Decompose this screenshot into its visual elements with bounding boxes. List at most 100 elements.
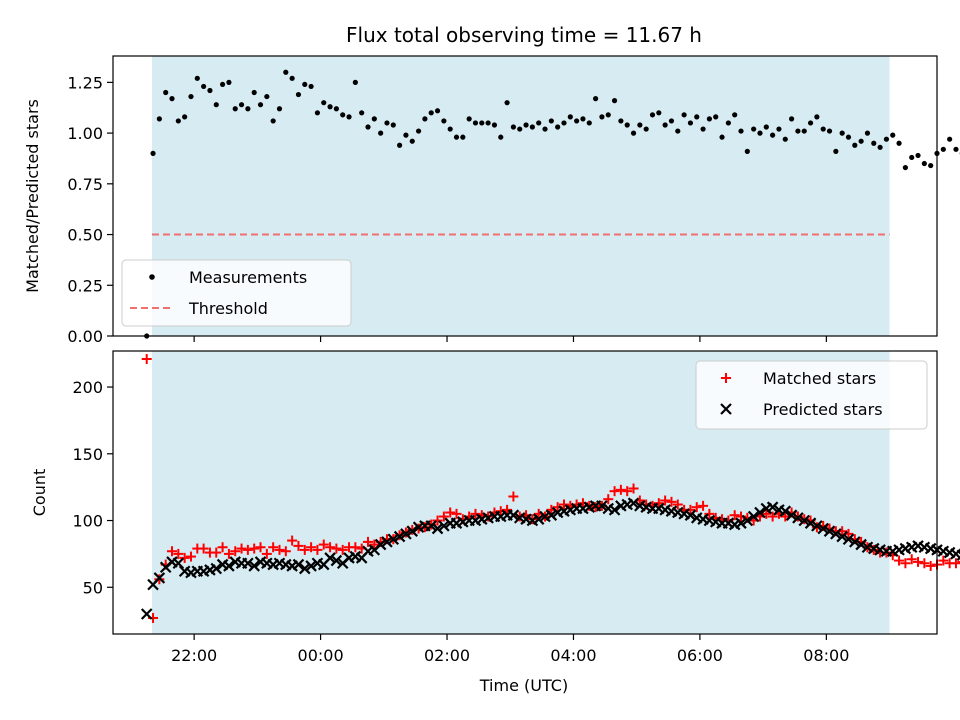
data-point xyxy=(425,520,437,532)
data-point xyxy=(453,134,460,140)
chart-title: Flux total observing time = 11.67 h xyxy=(346,23,702,47)
data-point xyxy=(902,164,908,171)
data-point xyxy=(441,118,447,124)
data-point xyxy=(438,520,450,532)
data-point xyxy=(637,122,643,128)
data-point xyxy=(852,142,858,148)
data-point xyxy=(732,112,738,118)
data-point xyxy=(182,114,188,120)
data-point xyxy=(909,154,915,161)
data-point xyxy=(428,110,434,116)
data-point xyxy=(938,555,949,566)
data-point xyxy=(238,102,245,108)
data-point xyxy=(472,120,479,126)
data-point xyxy=(415,128,422,134)
data-point xyxy=(223,548,234,559)
y-tick-label: 150 xyxy=(72,445,103,464)
data-point xyxy=(779,505,792,517)
data-point xyxy=(738,128,744,134)
data-point xyxy=(242,544,253,555)
data-point xyxy=(451,508,462,519)
data-point xyxy=(289,75,295,81)
data-point xyxy=(608,504,621,516)
data-point xyxy=(293,540,304,551)
data-point xyxy=(883,136,890,142)
x-tick-label: 06:00 xyxy=(677,646,723,665)
series-measurements xyxy=(144,69,960,339)
data-point xyxy=(504,100,510,106)
data-point xyxy=(811,520,823,532)
x-tick-label: 08:00 xyxy=(803,646,849,665)
data-point xyxy=(729,510,740,521)
data-point xyxy=(350,542,361,553)
data-point xyxy=(751,126,757,132)
data-point xyxy=(340,112,346,118)
data-point xyxy=(592,96,599,102)
data-point xyxy=(431,522,444,535)
data-point xyxy=(947,136,953,142)
data-point xyxy=(445,507,456,518)
data-point xyxy=(858,138,864,144)
legend-box xyxy=(695,360,928,430)
data-point xyxy=(956,549,960,562)
data-point xyxy=(792,512,804,524)
y-tick-label: 100 xyxy=(72,512,103,531)
data-point xyxy=(826,128,833,134)
data-point xyxy=(757,130,763,136)
data-point xyxy=(470,508,481,519)
data-point xyxy=(325,542,336,553)
data-point xyxy=(542,126,548,132)
y-tick-label: 0.00 xyxy=(67,327,103,346)
data-point xyxy=(627,497,640,509)
data-point xyxy=(798,514,811,527)
data-point xyxy=(836,530,848,543)
data-point xyxy=(599,114,605,120)
data-point xyxy=(245,106,251,112)
data-point xyxy=(953,146,959,152)
data-point xyxy=(766,501,779,513)
data-point xyxy=(432,515,443,526)
data-point xyxy=(352,79,358,85)
axes-frame xyxy=(112,55,938,337)
data-point xyxy=(823,525,836,537)
y-tick-label: 1.00 xyxy=(67,124,103,143)
y-tick-label: 200 xyxy=(72,378,103,397)
data-point xyxy=(849,536,861,548)
data-point xyxy=(268,542,279,553)
data-point xyxy=(508,491,519,502)
data-point xyxy=(767,511,778,522)
data-point xyxy=(502,504,513,515)
data-point xyxy=(140,608,153,620)
data-point xyxy=(785,509,798,521)
data-point xyxy=(217,542,228,553)
data-point xyxy=(403,132,409,138)
data-point xyxy=(150,150,156,156)
data-point xyxy=(306,542,317,553)
data-point xyxy=(830,528,842,540)
data-point xyxy=(603,494,614,505)
data-point xyxy=(532,513,545,525)
x-tick-label: 00:00 xyxy=(298,646,344,665)
data-point xyxy=(466,116,472,122)
data-point xyxy=(833,148,839,154)
data-point xyxy=(719,134,725,140)
data-point xyxy=(346,114,352,120)
data-point xyxy=(510,124,517,130)
data-point xyxy=(242,557,254,570)
data-point xyxy=(479,120,485,126)
data-point xyxy=(274,544,285,555)
legend-swatch xyxy=(721,373,731,383)
data-point xyxy=(295,91,302,98)
data-point xyxy=(365,124,371,130)
data-point xyxy=(586,120,592,126)
data-point xyxy=(675,128,681,134)
data-point xyxy=(662,122,668,128)
data-point xyxy=(324,552,336,564)
data-point xyxy=(649,112,656,118)
data-point xyxy=(807,120,814,126)
legend-swatch xyxy=(149,274,155,280)
legend-label: Predicted stars xyxy=(763,400,883,419)
data-point xyxy=(327,104,333,110)
legend-entry: Predicted stars xyxy=(720,400,883,419)
